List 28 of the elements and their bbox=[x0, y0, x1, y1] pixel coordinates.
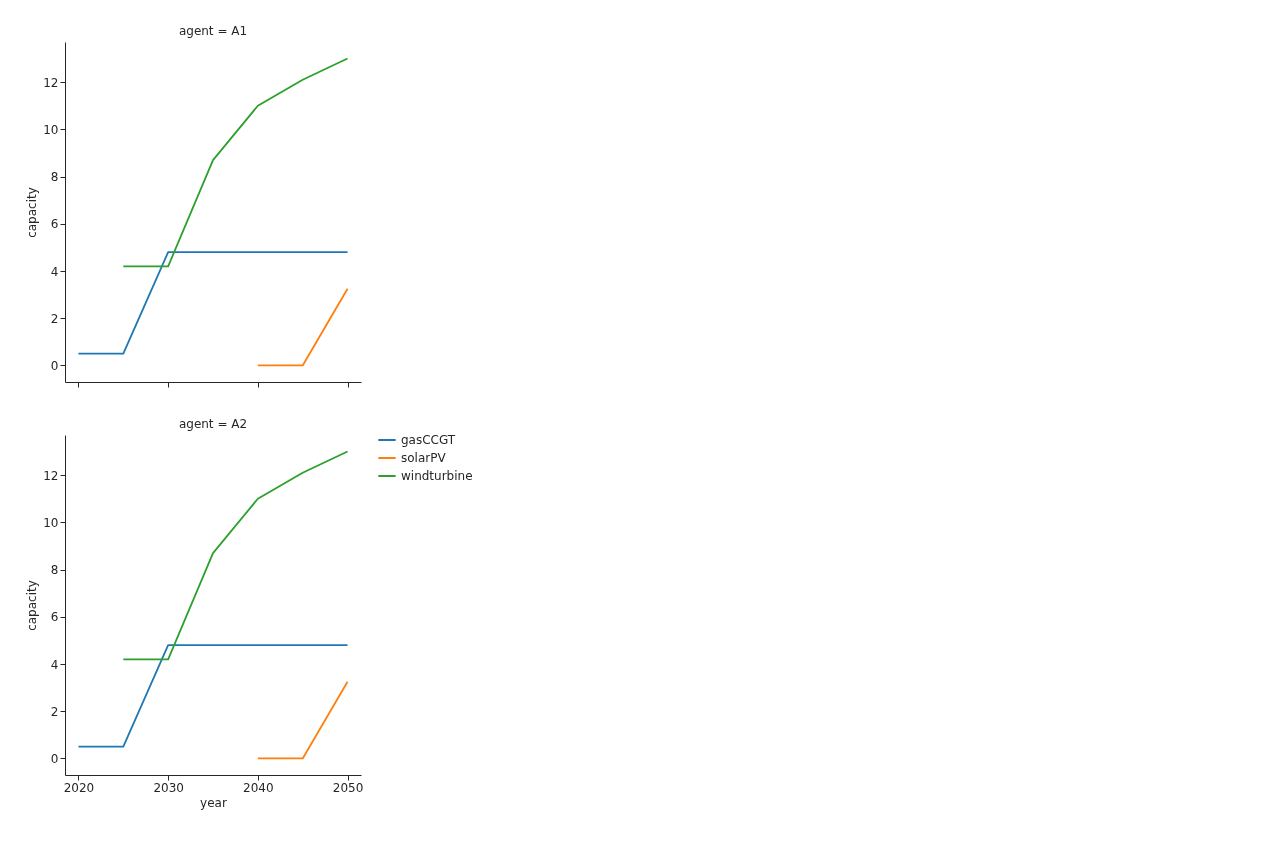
y-tick-label: 12 bbox=[43, 75, 59, 90]
y-axis-title: capacity bbox=[25, 580, 40, 631]
x-axis-title: year bbox=[200, 795, 227, 810]
y-tick-label: 0 bbox=[50, 358, 59, 373]
x-tick-label: 2030 bbox=[153, 780, 184, 795]
y-tick-label: 12 bbox=[43, 468, 59, 483]
y-tick-label: 8 bbox=[50, 563, 59, 578]
legend-label: windturbine bbox=[401, 469, 473, 483]
y-tick-label: 8 bbox=[50, 170, 59, 185]
x-tick-label: 2020 bbox=[63, 780, 95, 795]
y-tick-label: 2 bbox=[50, 311, 59, 326]
y-tick-label: 6 bbox=[50, 217, 59, 232]
y-tick-label: 6 bbox=[50, 610, 59, 625]
y-axis-title: capacity bbox=[25, 187, 40, 238]
y-tick-label: 0 bbox=[50, 751, 59, 766]
legend-label: solarPV bbox=[401, 451, 447, 465]
chart-title: agent = A2 bbox=[178, 417, 248, 431]
y-tick-label: 2 bbox=[50, 704, 59, 719]
y-tick-label: 4 bbox=[50, 264, 59, 279]
line-series bbox=[122, 450, 349, 661]
y-tick-label: 10 bbox=[43, 515, 59, 530]
line-series bbox=[122, 57, 349, 268]
x-tick-label: 2050 bbox=[332, 780, 364, 795]
y-tick-label: 4 bbox=[50, 657, 59, 672]
y-tick-label: 10 bbox=[43, 122, 59, 137]
chart-title: agent = A1 bbox=[178, 24, 248, 38]
x-tick-label: 2040 bbox=[243, 780, 274, 795]
legend-label: gasCCGT bbox=[401, 433, 456, 447]
